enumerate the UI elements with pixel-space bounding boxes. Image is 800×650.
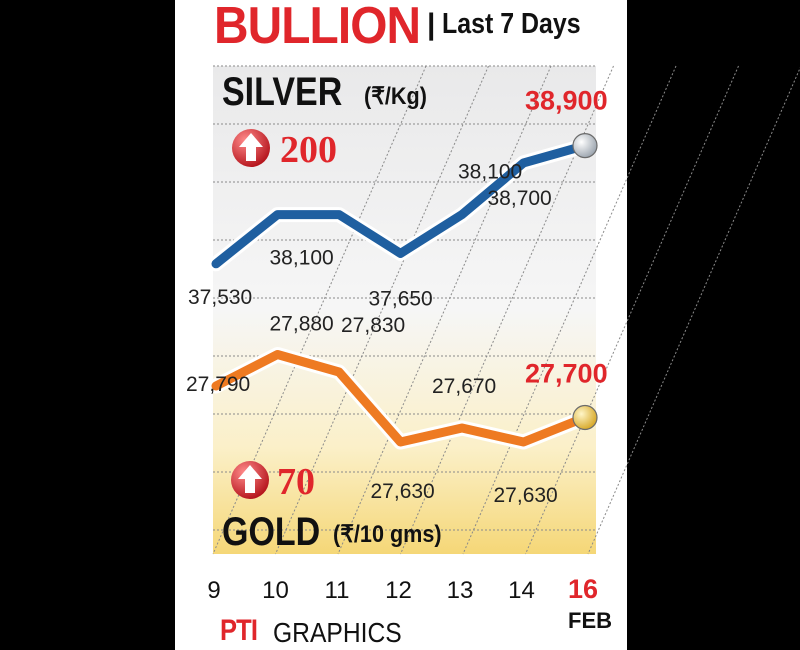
grid-line-vertical bbox=[212, 65, 427, 555]
gold-change-value: 70 bbox=[277, 461, 315, 503]
credit-brand-logo: PTI bbox=[220, 614, 258, 647]
gold-value-label: 27,630 bbox=[494, 484, 558, 507]
grid-line-vertical bbox=[525, 65, 739, 555]
x-axis-ticks: 9 10 11 12 13 14 16 bbox=[207, 574, 598, 604]
x-tick-label: 10 bbox=[262, 577, 289, 604]
gold-value-label: 27,790 bbox=[186, 373, 250, 396]
x-tick-label: 12 bbox=[385, 577, 412, 604]
value-labels: 37,530 38,100 37,650 38,100 38,700 38,900 27,7… bbox=[186, 86, 608, 507]
gold-end-point bbox=[572, 404, 598, 431]
chart-title: BULLION bbox=[214, 0, 421, 55]
gold-value-label: 27,830 bbox=[341, 314, 405, 337]
silver-value-label: 38,100 bbox=[458, 161, 522, 184]
month-label: FEB bbox=[568, 608, 612, 633]
grid-line-vertical bbox=[337, 65, 552, 555]
gold-value-label: 27,880 bbox=[270, 313, 334, 336]
silver-change-up-icon bbox=[232, 129, 270, 167]
silver-value-label: 38,700 bbox=[488, 187, 552, 210]
title-divider: | bbox=[427, 8, 436, 41]
x-tick-label: 14 bbox=[508, 577, 535, 604]
gold-unit: (₹/10 gms) bbox=[333, 521, 442, 548]
grid-line-vertical bbox=[275, 65, 489, 555]
gold-line bbox=[211, 350, 590, 447]
x-tick-label: 16 bbox=[568, 574, 598, 604]
gold-value-label: 27,630 bbox=[371, 480, 435, 503]
silver-unit: (₹/Kg) bbox=[364, 83, 427, 110]
silver-change-value: 200 bbox=[280, 129, 337, 171]
x-tick-label: 9 bbox=[207, 577, 220, 604]
credit-text: GRAPHICS bbox=[273, 617, 402, 648]
gold-change-up-icon bbox=[231, 461, 269, 499]
silver-value-label: 38,900 bbox=[525, 86, 608, 116]
silver-value-label: 37,650 bbox=[369, 287, 433, 310]
silver-end-point bbox=[572, 133, 598, 159]
silver-value-label: 38,100 bbox=[270, 247, 334, 270]
silver-value-label: 37,530 bbox=[188, 286, 252, 309]
chart-subtitle: Last 7 Days bbox=[442, 8, 581, 40]
x-tick-label: 13 bbox=[447, 577, 474, 604]
grid-line-vertical bbox=[587, 67, 800, 555]
grid-line-vertical bbox=[462, 65, 677, 555]
gold-label: GOLD bbox=[222, 510, 321, 554]
gold-value-label: 27,670 bbox=[432, 375, 496, 398]
x-tick-label: 11 bbox=[325, 577, 350, 604]
plot-background bbox=[213, 66, 596, 554]
silver-line bbox=[211, 141, 590, 269]
gold-value-label: 27,700 bbox=[525, 359, 608, 389]
series-layer bbox=[208, 133, 598, 450]
silver-label: SILVER bbox=[222, 70, 343, 114]
